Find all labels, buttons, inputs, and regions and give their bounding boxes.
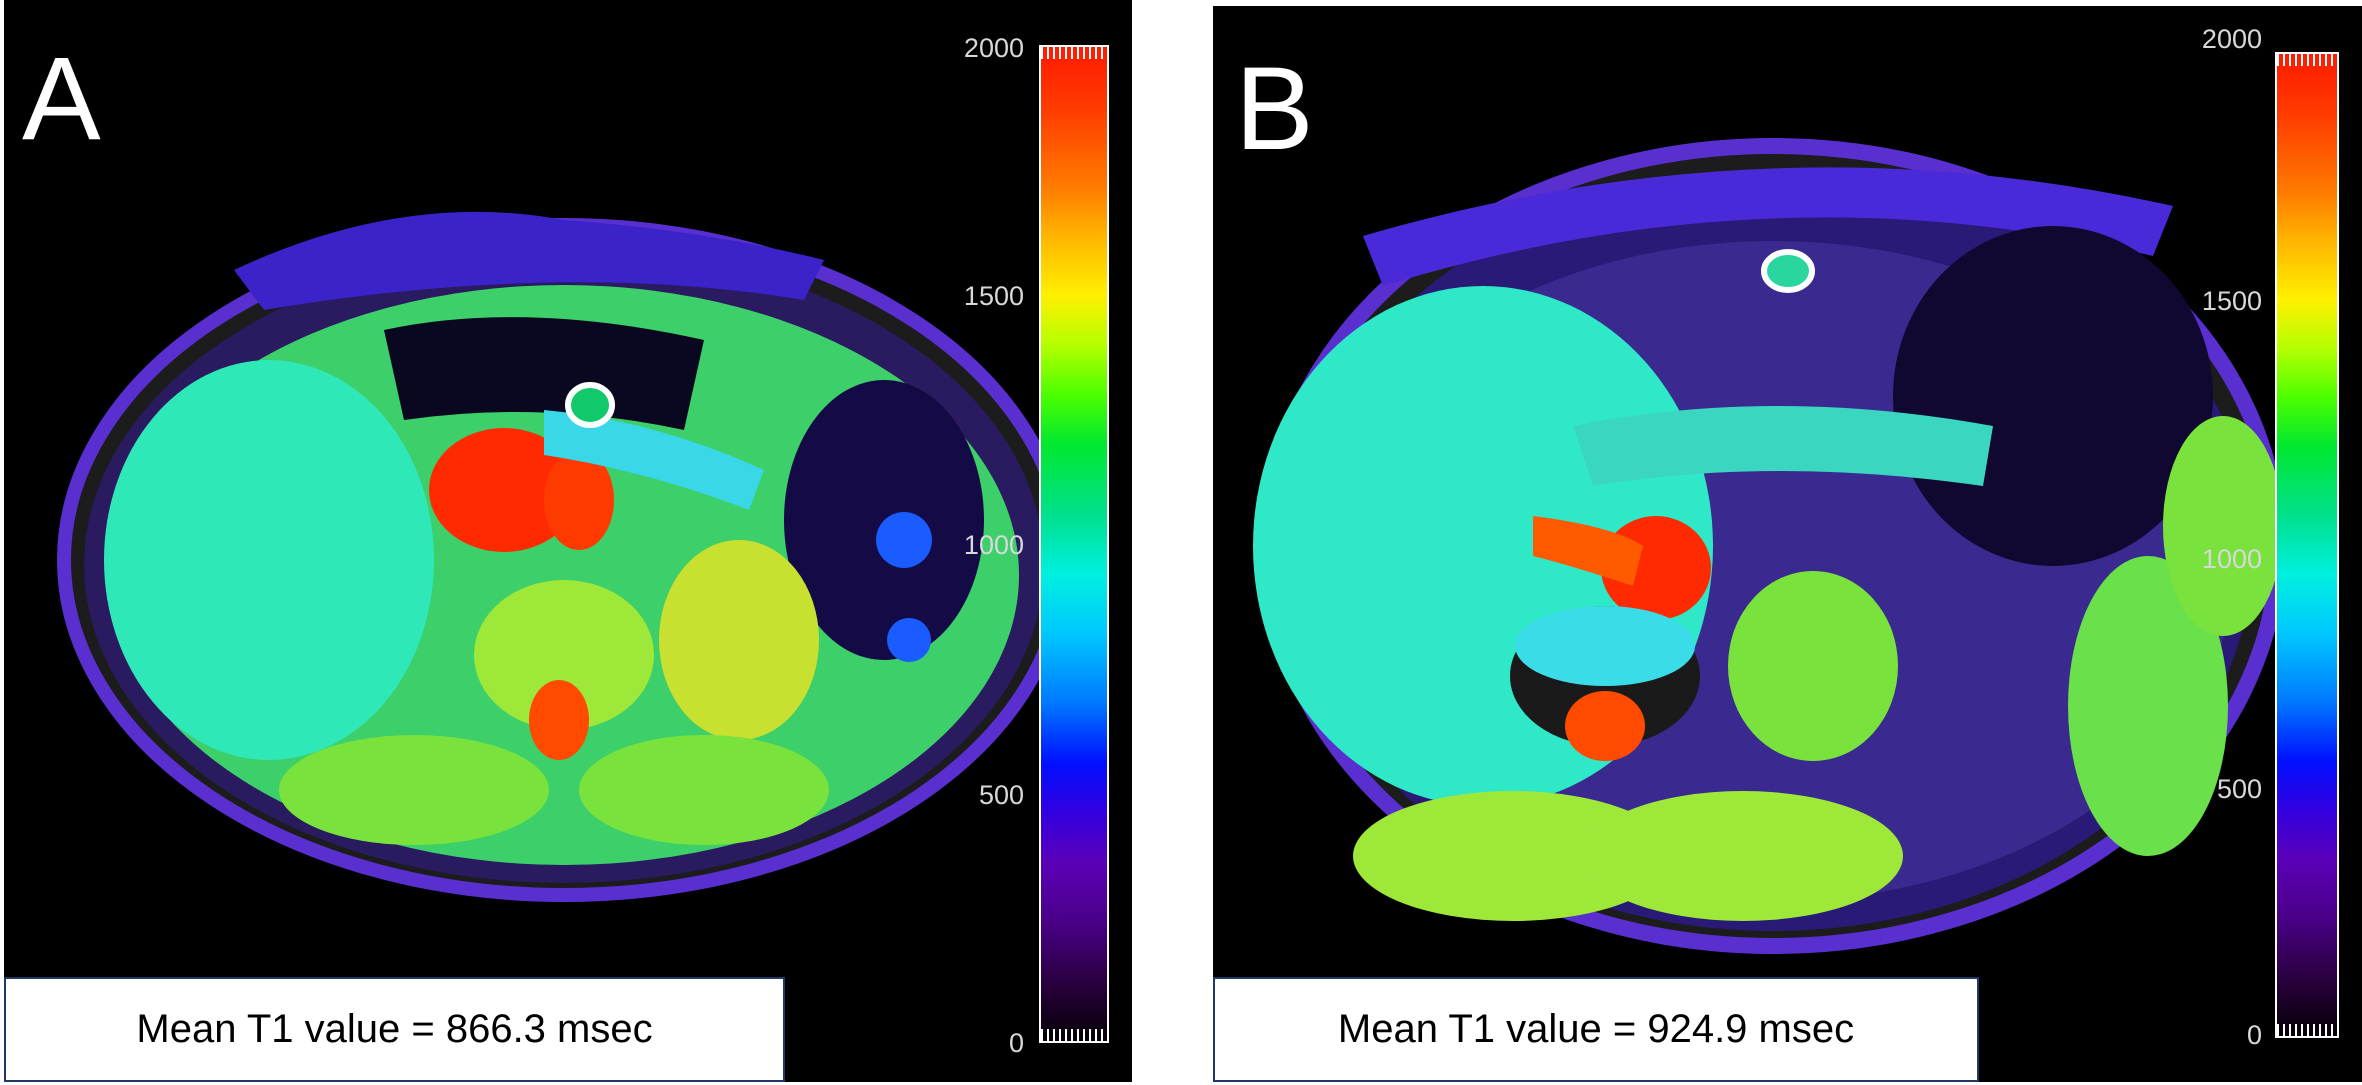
mean-t1-caption-a: Mean T1 value = 866.3 msec <box>4 977 785 1082</box>
t1-map-panel-b: B 2000 1500 1000 500 0 Mean T1 value = 9… <box>1213 6 2362 1082</box>
panel-label-a: A <box>22 33 101 165</box>
colorbar-tick-1500: 1500 <box>963 281 1024 311</box>
panel-label-b: B <box>1235 43 1314 175</box>
colorbar-tick-0-b: 0 <box>2246 1020 2262 1050</box>
colorbar-b <box>2275 52 2339 1038</box>
mean-t1-caption-b: Mean T1 value = 924.9 msec <box>1213 977 1979 1082</box>
roi-marker-b <box>1761 249 1815 293</box>
colorbar-tick-2000-b: 2000 <box>2201 24 2262 54</box>
colorbar-tick-0: 0 <box>1008 1028 1024 1058</box>
axial-t1-map-image-b <box>1253 138 2286 954</box>
colorbar-a <box>1039 45 1109 1043</box>
colorbar-tick-1000-b: 1000 <box>2201 544 2262 574</box>
colorbar-tick-1000: 1000 <box>963 530 1024 560</box>
axial-t1-map-image-a <box>57 211 1071 902</box>
colorbar-tick-500: 500 <box>978 780 1024 810</box>
colorbar-tick-2000: 2000 <box>963 33 1024 63</box>
roi-marker-a <box>565 382 615 428</box>
colorbar-tick-1500-b: 1500 <box>2201 286 2262 316</box>
t1-map-panel-a: A 2000 1500 1000 500 0 Mean T1 value = 8… <box>4 0 1132 1082</box>
colorbar-tick-500-b: 500 <box>2216 774 2262 804</box>
